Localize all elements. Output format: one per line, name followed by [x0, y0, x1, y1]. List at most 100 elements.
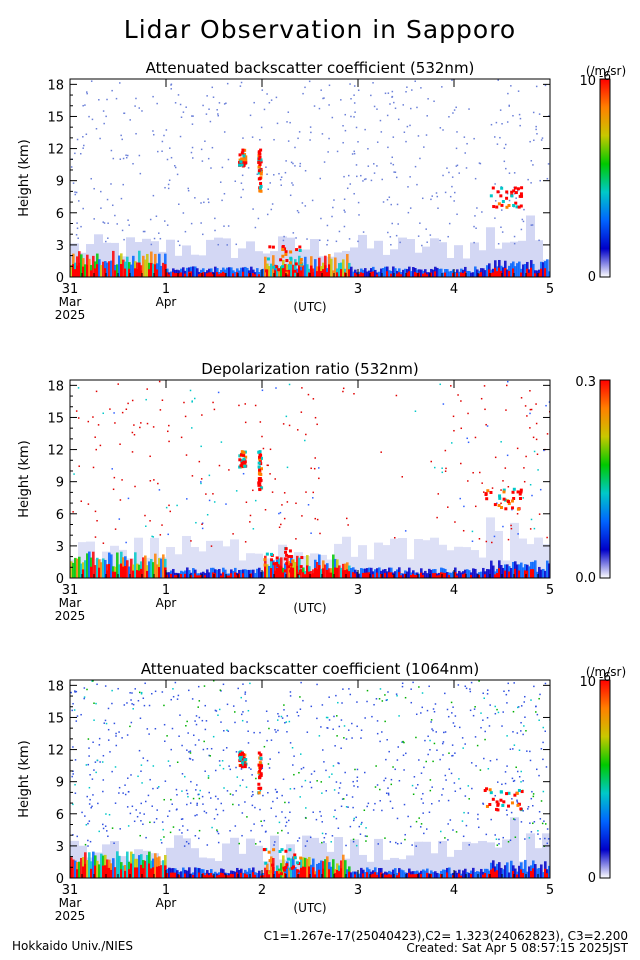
noise-point	[483, 491, 485, 493]
boundary-column	[490, 560, 493, 578]
cloud-cell	[257, 472, 261, 476]
noise-point	[178, 203, 180, 205]
cloud-cell	[239, 159, 243, 163]
boundary-core	[230, 873, 233, 878]
boundary-core	[314, 874, 317, 878]
boundary-column	[538, 868, 541, 878]
boundary-core	[176, 272, 179, 277]
noise-point	[508, 199, 511, 202]
boundary-column	[276, 265, 279, 277]
noise-point	[170, 748, 172, 751]
boundary-column	[332, 859, 335, 878]
noise-point	[321, 792, 323, 794]
noise-point	[168, 810, 171, 812]
boundary-core	[452, 272, 455, 277]
noise-point	[332, 728, 334, 730]
boundary-core	[498, 568, 501, 578]
noise-point	[516, 706, 519, 709]
noise-point	[136, 815, 139, 818]
noise-point	[290, 161, 293, 164]
noise-point	[404, 696, 407, 699]
boundary-column	[522, 264, 525, 277]
noise-point	[325, 790, 328, 792]
boundary-core	[390, 874, 393, 878]
boundary-column	[96, 557, 99, 578]
cloud-cell	[242, 154, 246, 158]
noise-point	[347, 806, 349, 808]
noise-point	[283, 709, 285, 711]
boundary-column	[262, 268, 265, 277]
noise-point	[244, 541, 247, 543]
boundary-column	[518, 865, 521, 878]
noise-point	[546, 828, 549, 830]
x-tick-day: 1	[162, 583, 170, 598]
noise-point	[335, 781, 338, 783]
noise-point	[191, 698, 194, 700]
noise-point	[170, 798, 172, 801]
boundary-core	[362, 572, 365, 578]
noise-point	[105, 722, 108, 725]
boundary-column	[472, 867, 475, 878]
boundary-core	[172, 272, 175, 277]
haze-column	[174, 255, 183, 277]
noise-point	[454, 790, 457, 792]
noise-point	[274, 478, 276, 480]
noise-point	[239, 784, 241, 787]
noise-point	[356, 780, 358, 782]
cloud-cell	[241, 465, 245, 469]
noise-point	[287, 832, 289, 834]
boundary-column	[214, 266, 217, 277]
boundary-core	[140, 270, 143, 277]
boundary-column	[482, 567, 485, 578]
boundary-column	[172, 568, 175, 578]
noise-point	[274, 841, 276, 843]
boundary-core	[226, 875, 229, 878]
noise-point	[190, 540, 192, 542]
noise-point	[145, 398, 147, 401]
noise-point	[473, 225, 475, 228]
noise-point	[213, 818, 216, 820]
boundary-core	[366, 872, 369, 878]
boundary-core	[164, 567, 167, 578]
noise-point	[537, 833, 539, 835]
haze-column	[302, 835, 311, 878]
noise-point	[372, 82, 374, 84]
noise-point	[516, 447, 519, 450]
noise-point	[278, 715, 280, 718]
noise-point	[403, 769, 405, 771]
noise-point	[131, 703, 133, 705]
cloud-cell	[239, 757, 243, 761]
noise-point	[155, 818, 158, 820]
noise-point	[318, 735, 321, 737]
noise-point	[302, 699, 304, 702]
boundary-column	[256, 568, 259, 578]
noise-point	[496, 758, 498, 761]
noise-point	[517, 706, 520, 708]
noise-point	[461, 820, 464, 822]
boundary-core	[284, 873, 287, 878]
boundary-core	[216, 272, 219, 277]
boundary-column	[234, 871, 237, 878]
noise-point	[229, 793, 232, 795]
noise-point	[299, 162, 302, 165]
noise-point	[340, 805, 343, 808]
noise-point	[280, 184, 282, 186]
boundary-core	[120, 563, 123, 578]
noise-point	[223, 730, 225, 732]
noise-point	[520, 730, 522, 732]
noise-point	[228, 765, 230, 767]
haze-column	[414, 252, 423, 277]
noise-point	[282, 778, 285, 781]
noise-point	[449, 195, 452, 198]
boundary-column	[132, 853, 135, 878]
noise-point	[448, 171, 450, 174]
noise-point	[152, 536, 155, 538]
noise-point	[326, 224, 329, 227]
haze-column	[478, 840, 487, 878]
noise-point	[541, 137, 544, 139]
noise-point	[395, 176, 398, 179]
boundary-core	[316, 569, 319, 578]
noise-point	[228, 469, 230, 471]
noise-point	[497, 79, 499, 81]
noise-point	[191, 115, 193, 117]
